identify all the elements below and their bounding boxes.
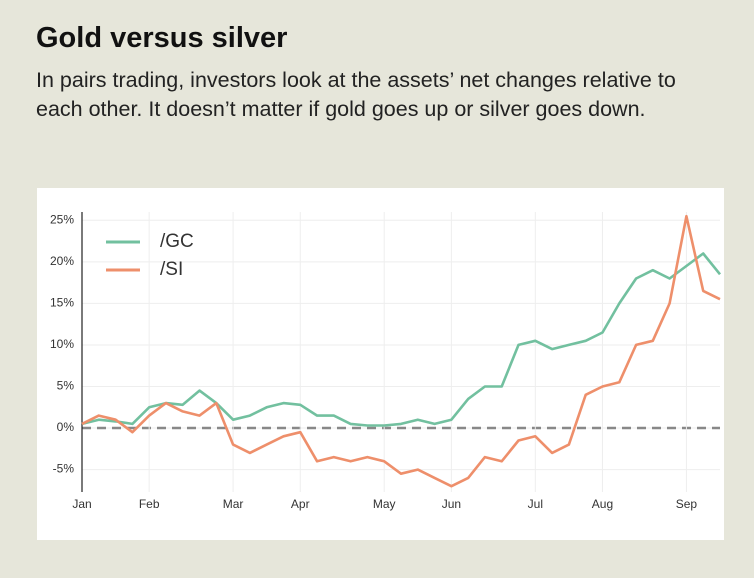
y-tick-label: 25% — [50, 212, 74, 226]
legend-label: /SI — [160, 259, 183, 280]
y-tick-label: 0% — [57, 420, 75, 434]
subtitle: In pairs trading, investors look at the … — [36, 68, 676, 121]
x-tick-label: May — [373, 497, 396, 511]
y-tick-label: 10% — [50, 337, 74, 351]
x-tick-label: Sep — [676, 497, 698, 511]
title: Gold versus silver — [36, 22, 288, 54]
x-tick-label: Feb — [139, 497, 160, 511]
x-tick-label: Aug — [592, 497, 613, 511]
y-tick-label: 20% — [50, 254, 74, 268]
line-series — [81, 252, 722, 427]
x-tick-label: Jun — [442, 497, 461, 511]
x-tick-label: Apr — [291, 497, 310, 511]
x-tick-label: Jul — [528, 497, 543, 511]
y-tick-label: -5% — [53, 462, 75, 476]
line-series — [81, 214, 721, 488]
x-tick-label: Jan — [72, 497, 91, 511]
y-tick-label: 5% — [57, 379, 75, 393]
chart-panel — [37, 188, 724, 540]
x-tick-label: Mar — [223, 497, 244, 511]
y-tick-label: 15% — [50, 296, 74, 310]
legend-label: /GC — [160, 231, 194, 252]
